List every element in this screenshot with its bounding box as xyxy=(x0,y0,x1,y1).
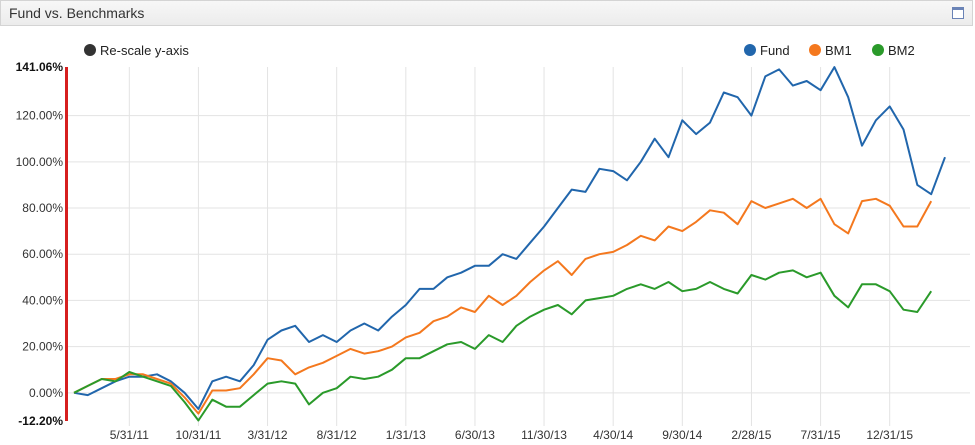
x-tick-label: 6/30/13 xyxy=(455,428,495,442)
y-tick-label: 100.00% xyxy=(16,155,64,169)
legend-dot-icon[interactable] xyxy=(809,44,821,56)
panel-title: Fund vs. Benchmarks xyxy=(9,5,145,21)
rescale-label[interactable]: Re-scale y-axis xyxy=(100,43,189,58)
x-tick-label: 11/30/13 xyxy=(521,428,567,442)
series-layer xyxy=(73,66,946,422)
series-line-bm1 xyxy=(73,197,933,415)
x-tick-label: 10/31/11 xyxy=(176,428,222,442)
rescale-dot-icon[interactable] xyxy=(84,44,96,56)
performance-line-chart: 0.00% 20.00% 40.00% 60.00% 80.00% 100.00% 120.… xyxy=(16,43,970,442)
y-tick-label: 40.00% xyxy=(22,293,63,307)
x-tick-label: 12/31/15 xyxy=(866,428,913,442)
x-tick-label: 3/31/12 xyxy=(248,428,288,442)
legend: Fund BM1 BM2 xyxy=(744,43,915,58)
x-tick-label: 2/28/15 xyxy=(731,428,771,442)
y-tick-label: 0.00% xyxy=(29,386,63,400)
grid-layer xyxy=(66,67,970,426)
legend-dot-icon[interactable] xyxy=(744,44,756,56)
x-tick-label: 1/31/13 xyxy=(386,428,426,442)
y-min-label: -12.20% xyxy=(18,414,63,428)
x-tick-label: 9/30/14 xyxy=(662,428,702,442)
y-tick-label: 20.00% xyxy=(22,340,63,354)
maximize-window-icon[interactable] xyxy=(952,7,964,19)
legend-label[interactable]: Fund xyxy=(760,43,790,58)
legend-item-bm1[interactable]: BM1 xyxy=(809,43,852,58)
x-tick-label: 7/31/15 xyxy=(801,428,841,442)
y-axis-range-handle[interactable] xyxy=(65,67,68,421)
y-axis-layer: 0.00% 20.00% 40.00% 60.00% 80.00% 100.00% 120.… xyxy=(16,60,68,428)
legend-label[interactable]: BM1 xyxy=(825,43,852,58)
x-axis-layer: 5/31/11 10/31/11 3/31/12 8/31/12 1/31/13 6/30… xyxy=(110,428,914,442)
series-line-fund xyxy=(73,66,946,410)
legend-dot-icon[interactable] xyxy=(872,44,884,56)
rescale-y-axis-toggle[interactable]: Re-scale y-axis xyxy=(84,43,189,58)
y-max-label: 141.06% xyxy=(16,60,64,74)
legend-item-fund[interactable]: Fund xyxy=(744,43,790,58)
y-tick-label: 80.00% xyxy=(22,201,63,215)
y-tick-label: 60.00% xyxy=(22,247,63,261)
y-tick-label: 120.00% xyxy=(16,109,64,123)
series-line-bm2 xyxy=(73,269,933,422)
x-tick-label: 4/30/14 xyxy=(593,428,633,442)
x-tick-label: 8/31/12 xyxy=(317,428,357,442)
legend-item-bm2[interactable]: BM2 xyxy=(872,43,915,58)
x-tick-label: 5/31/11 xyxy=(110,428,149,442)
legend-label[interactable]: BM2 xyxy=(888,43,915,58)
panel-header: Fund vs. Benchmarks xyxy=(0,0,973,26)
